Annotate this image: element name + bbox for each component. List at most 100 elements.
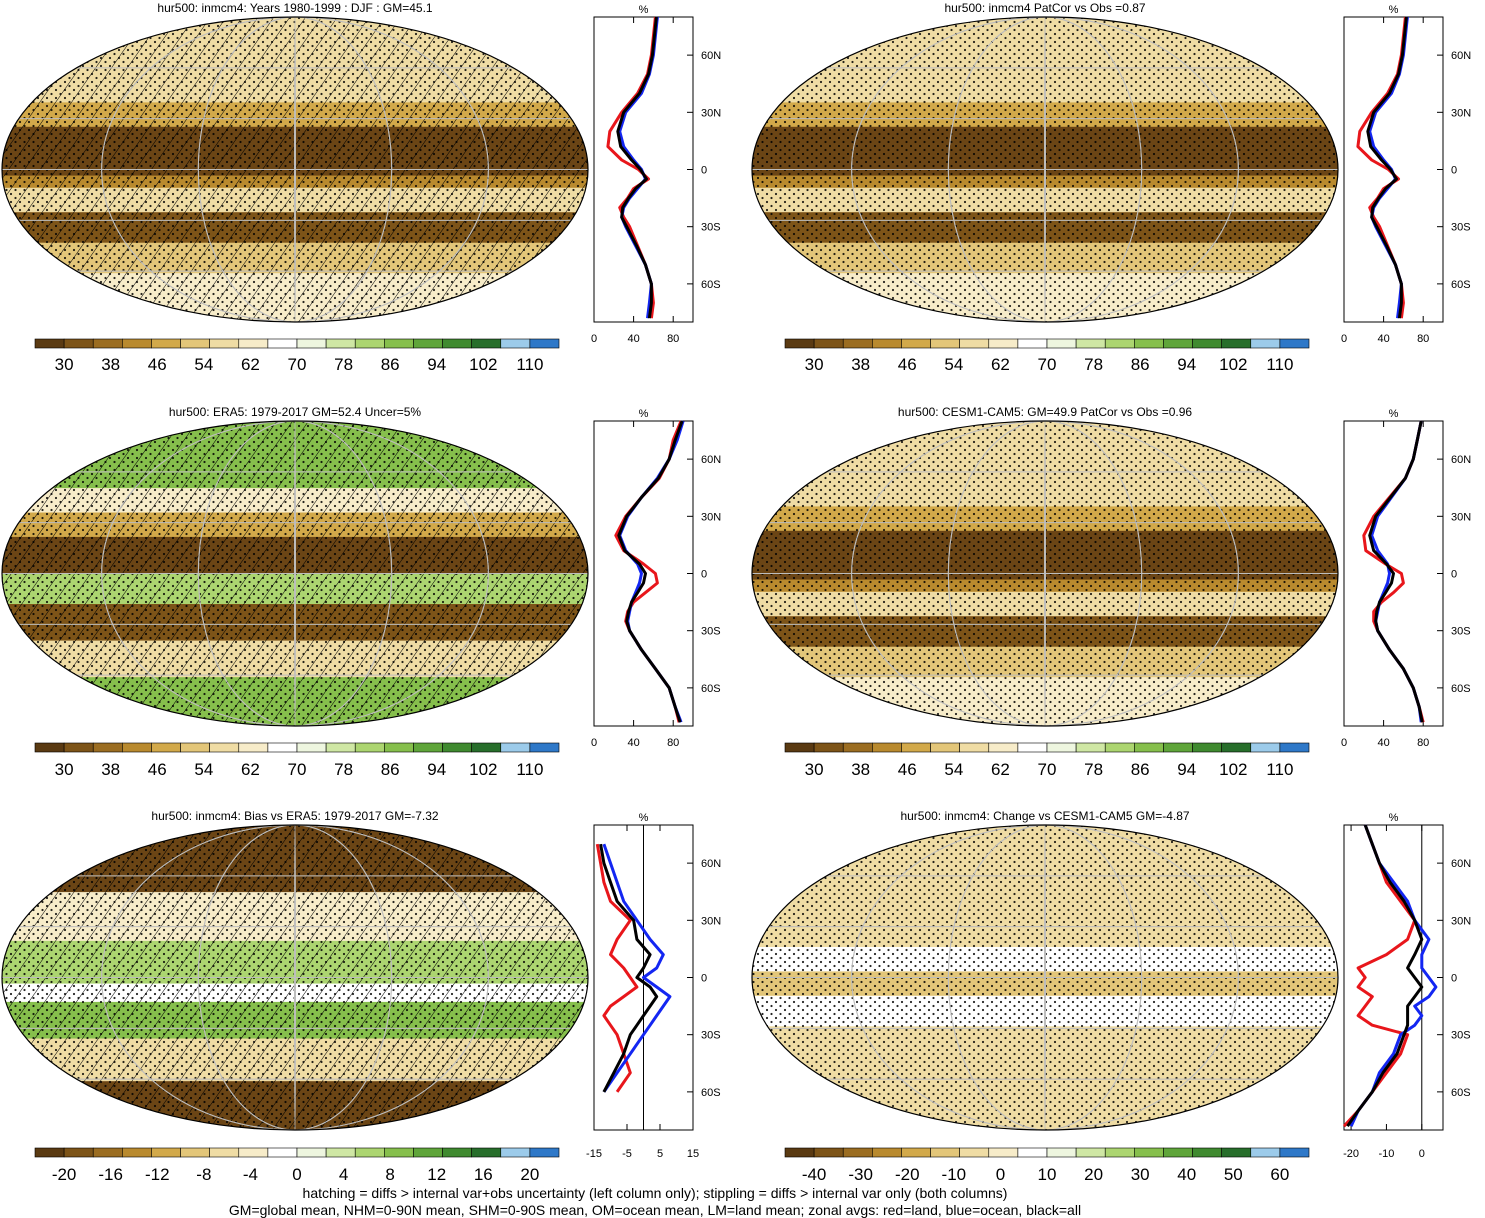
colorbar-cell: [209, 338, 240, 349]
colorbar-cell: [413, 338, 443, 349]
colorbar-cell: [1075, 338, 1106, 349]
colorbar-tick-label: 12: [427, 1165, 446, 1184]
profile-lat-label: 30N: [701, 107, 721, 119]
colorbar-tick-label: 10: [1038, 1165, 1057, 1184]
colorbar-cell: [529, 742, 560, 753]
colorbar-cell: [1250, 742, 1281, 753]
profile-unit-label: %: [1389, 4, 1399, 16]
profile-lat-label: 60S: [701, 279, 721, 291]
colorbar-cell: [34, 742, 65, 753]
colorbar-tick-label: 110: [516, 355, 543, 374]
colorbar-tick-label: 8: [385, 1165, 394, 1184]
profile-x-label: -15: [586, 1148, 602, 1160]
colorbar-cell: [1104, 742, 1135, 753]
profile-unit-label: %: [1389, 408, 1399, 420]
colorbar-cell: [1250, 338, 1281, 349]
colorbar-cell: [325, 742, 356, 753]
colorbar-cell: [209, 1147, 240, 1158]
profile-x-label: 40: [627, 737, 639, 749]
colorbar-cell: [354, 742, 385, 753]
colorbar-cell: [813, 338, 844, 349]
colorbar-cell: [413, 742, 443, 753]
colorbar-tick-label: 50: [1224, 1165, 1243, 1184]
profile-lat-label: 30S: [1451, 626, 1471, 638]
colorbar-cell: [784, 742, 815, 753]
colorbar-tick-label: 94: [427, 355, 446, 374]
map-field: [752, 825, 1338, 1130]
profile-lat-label: 30N: [701, 511, 721, 523]
profile-line-all: [1366, 16, 1408, 319]
colorbar-cell: [813, 1147, 844, 1158]
colorbar-cell: [988, 338, 1019, 349]
profile-x-label: 5: [657, 1148, 663, 1160]
panel-top-left: hur500: inmcm4: Years 1980-1999 : DJF : …: [1, 1, 721, 374]
graticule-lon: [294, 421, 296, 726]
colorbar-tick-label: 46: [898, 355, 917, 374]
panel-bottom-right: hur500: inmcm4: Change vs CESM1-CAM5 GM=…: [751, 809, 1471, 1184]
colorbar-tick-label: -20: [52, 1165, 77, 1184]
map-field: [752, 17, 1338, 322]
profile-lat-label: 30S: [701, 222, 721, 234]
colorbar-cell: [959, 742, 990, 753]
graticule-lon: [851, 825, 1239, 1130]
graticule-lon: [1044, 825, 1046, 1130]
colorbar-tick-label: 20: [520, 1165, 539, 1184]
profile-x-label: 80: [1417, 737, 1429, 749]
graticule-lon: [294, 825, 296, 1130]
colorbar-cell: [529, 338, 560, 349]
colorbar-cell: [1192, 338, 1222, 349]
colorbar-tick-label: 54: [194, 355, 213, 374]
colorbar-cell: [151, 1147, 181, 1158]
profile-frame: [1343, 824, 1444, 1131]
colorbar-cell: [92, 338, 123, 349]
colorbar-cell: [529, 1147, 560, 1158]
colorbar-tick-label: 78: [1084, 355, 1103, 374]
colorbar-cell: [1163, 338, 1193, 349]
map-outline: [751, 824, 1339, 1131]
colorbar-cell: [1104, 1147, 1135, 1158]
colorbar-cell: [92, 742, 123, 753]
colorbar-tick-label: 30: [805, 760, 824, 779]
colorbar-tick-label: 40: [1177, 1165, 1196, 1184]
colorbar-tick-label: 60: [1270, 1165, 1289, 1184]
graticule-lon: [1044, 421, 1046, 726]
profile-x-label: 80: [1417, 333, 1429, 345]
colorbar-tick-label: -12: [145, 1165, 170, 1184]
colorbar-cell: [63, 338, 94, 349]
profile-x-label: 0: [591, 737, 597, 749]
panel-middle-left: hur500: ERA5: 1979-2017 GM=52.4 Uncer=5%…: [1, 405, 721, 779]
colorbar-cell: [63, 1147, 94, 1158]
colorbar-cell: [209, 742, 240, 753]
panel-title: hur500: inmcm4: Change vs CESM1-CAM5 GM=…: [900, 809, 1189, 823]
panel-title: hur500: inmcm4: Years 1980-1999 : DJF : …: [157, 1, 432, 15]
colorbar-cell: [901, 1147, 931, 1158]
colorbar-cell: [63, 742, 94, 753]
graticule-lon: [101, 17, 489, 322]
colorbar-tick-label: -4: [243, 1165, 258, 1184]
colorbar-cell: [354, 338, 385, 349]
colorbar-cell: [238, 338, 269, 349]
colorbar-tick-label: 94: [1177, 760, 1196, 779]
colorbar-tick-label: 46: [148, 355, 167, 374]
colorbar-cell: [1279, 1147, 1310, 1158]
profile-x-label: 0: [1341, 737, 1347, 749]
colorbar-cell: [1250, 1147, 1281, 1158]
colorbar-cell: [180, 338, 210, 349]
profile-line-land: [1342, 824, 1417, 1128]
colorbar-cell: [1075, 1147, 1106, 1158]
colorbar-cell: [34, 338, 65, 349]
colorbar-cell: [354, 1147, 385, 1158]
profile-lat-label: 60N: [1451, 454, 1471, 466]
profile-x-label: -10: [1378, 1148, 1394, 1160]
map-outline: [751, 16, 1339, 323]
colorbar-tick-label: 38: [101, 355, 120, 374]
colorbar-cell: [1017, 338, 1048, 349]
colorbar-cell: [151, 338, 181, 349]
colorbar-tick-label: 46: [148, 760, 167, 779]
colorbar-cell: [1163, 1147, 1193, 1158]
colorbar-cell: [1134, 1147, 1164, 1158]
profile-x-label: -5: [622, 1148, 632, 1160]
colorbar-cell: [1046, 338, 1077, 349]
colorbar-tick-label: 54: [944, 355, 963, 374]
profile-x-label: 40: [1377, 737, 1389, 749]
